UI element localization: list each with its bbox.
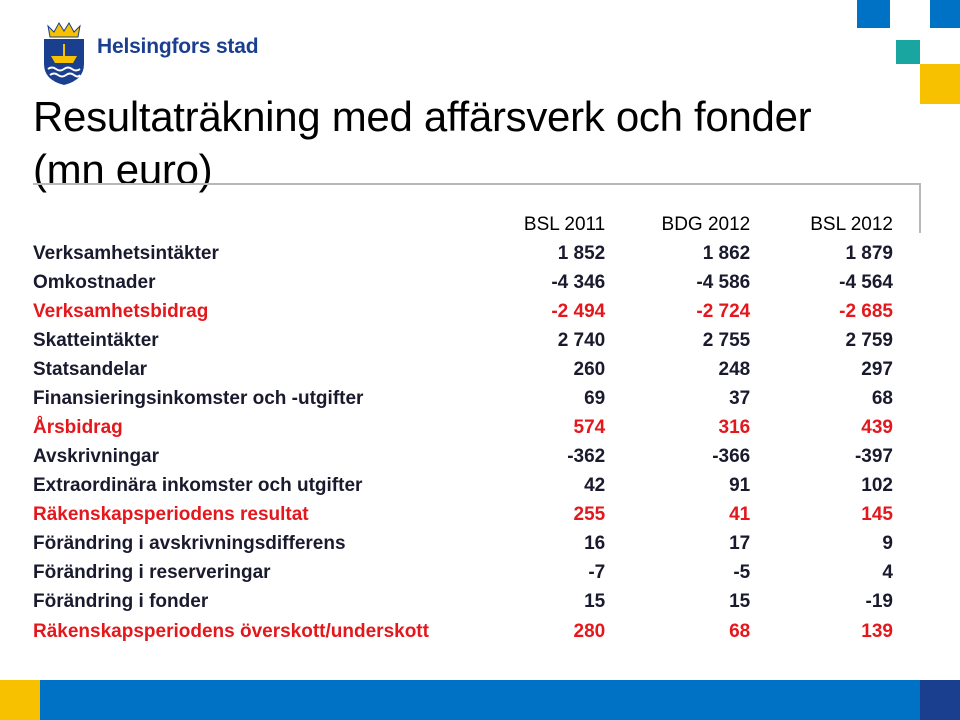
- row-value-2: 297: [861, 358, 893, 380]
- decor-square-teal: [896, 40, 920, 64]
- row-label: Förändring i avskrivningsdifferens: [33, 532, 346, 554]
- table-row: Verksamhetsintäkter 1 852 1 862 1 879: [33, 239, 893, 268]
- brand-name: Helsingfors stad: [97, 35, 259, 58]
- helsinki-coat-of-arms-icon: [40, 20, 88, 86]
- results-table: BSL 2011 BDG 2012 BSL 2012 Verksamhetsin…: [33, 210, 893, 646]
- row-label: Förändring i reserveringar: [33, 561, 271, 583]
- table-row: Förändring i reserveringar -7 -5 4: [33, 558, 893, 587]
- row-value-2: -2 685: [839, 300, 893, 322]
- row-label: Förändring i fonder: [33, 590, 209, 612]
- row-value-0: 280: [573, 621, 606, 642]
- row-value-2: 1 879: [845, 242, 893, 264]
- table-header-row: BSL 2011 BDG 2012 BSL 2012: [33, 210, 893, 239]
- row-label: Verksamhetsintäkter: [33, 242, 219, 264]
- decor-square-yellow: [920, 64, 960, 104]
- row-value-1: -2 724: [696, 300, 751, 322]
- table-row: Omkostnader -4 346 -4 586 -4 564: [33, 268, 893, 297]
- row-value-2: 139: [861, 621, 893, 642]
- table-row: Statsandelar 260 248 297: [33, 355, 893, 384]
- header-bsl-2011: BSL 2011: [523, 213, 606, 235]
- row-value-1: -5: [733, 561, 751, 583]
- row-value-1: -4 586: [696, 271, 751, 293]
- table-row: Förändring i avskrivningsdifferens 16 17 9: [33, 529, 893, 558]
- slide-title: Resultaträkning med affärsverk och fonde…: [33, 93, 812, 193]
- row-value-1: 15: [729, 590, 751, 612]
- table-row: Avskrivningar -362 -366 -397: [33, 442, 893, 471]
- row-value-0: -362: [567, 445, 606, 467]
- row-label: Räkenskapsperiodens resultat: [33, 503, 309, 525]
- row-value-0: 2 740: [557, 329, 606, 351]
- row-value-0: -2 494: [551, 300, 606, 322]
- row-value-0: -7: [588, 561, 606, 583]
- row-value-1: 2 755: [702, 329, 751, 351]
- header-bdg-2012: BDG 2012: [661, 213, 751, 235]
- footer-band-navy: [920, 680, 960, 720]
- row-label: Skatteintäkter: [33, 329, 159, 351]
- table-row: Förändring i fonder 15 15 -19: [33, 587, 893, 616]
- table-row: Årsbidrag 574 316 439: [33, 413, 893, 442]
- row-label: Verksamhetsbidrag: [33, 300, 209, 322]
- row-value-0: 16: [584, 532, 606, 554]
- row-value-1: -366: [712, 445, 751, 467]
- footer-band-yellow: [0, 680, 40, 720]
- row-value-0: 260: [573, 358, 606, 380]
- decor-square-blue: [930, 0, 960, 28]
- header-label-cell: [33, 210, 462, 239]
- row-value-0: 15: [584, 590, 606, 612]
- table-row: Extraordinära inkomster och utgifter 42 91…: [33, 471, 893, 500]
- row-label: Statsandelar: [33, 358, 148, 380]
- row-value-0: 255: [573, 503, 606, 525]
- row-value-2: -19: [865, 590, 893, 612]
- table-row: Verksamhetsbidrag -2 494 -2 724 -2 685: [33, 297, 893, 326]
- row-value-1: 37: [729, 387, 751, 409]
- row-value-0: -4 346: [551, 271, 606, 293]
- row-value-2: 439: [861, 416, 893, 438]
- row-label: Avskrivningar: [33, 445, 160, 467]
- row-value-2: 2 759: [845, 329, 893, 351]
- row-value-2: 102: [861, 474, 893, 496]
- table-row: Räkenskapsperiodens överskott/underskott…: [33, 616, 893, 646]
- row-value-0: 69: [584, 387, 606, 409]
- row-label: Räkenskapsperiodens överskott/underskott: [33, 621, 429, 642]
- row-value-1: 316: [718, 416, 751, 438]
- row-value-2: 4: [882, 561, 893, 583]
- row-value-1: 17: [729, 532, 751, 554]
- title-divider: [33, 183, 921, 185]
- row-value-1: 91: [729, 474, 751, 496]
- row-value-2: -4 564: [839, 271, 893, 293]
- table-row: Skatteintäkter 2 740 2 755 2 759: [33, 326, 893, 355]
- footer-band-blue: [40, 680, 920, 720]
- row-value-0: 1 852: [557, 242, 606, 264]
- decor-square-blue: [857, 0, 890, 28]
- row-value-1: 68: [729, 621, 751, 642]
- row-value-2: 9: [882, 532, 893, 554]
- row-value-1: 41: [729, 503, 751, 525]
- row-value-0: 42: [584, 474, 606, 496]
- row-value-2: 68: [871, 387, 893, 409]
- row-value-2: -397: [854, 445, 893, 467]
- row-value-1: 1 862: [702, 242, 751, 264]
- table-row: Räkenskapsperiodens resultat 255 41 145: [33, 500, 893, 529]
- table-row: Finansieringsinkomster och -utgifter 69 37…: [33, 384, 893, 413]
- row-label: Omkostnader: [33, 271, 156, 293]
- header-bsl-2012: BSL 2012: [810, 213, 893, 235]
- row-value-0: 574: [573, 416, 606, 438]
- row-value-2: 145: [861, 503, 893, 525]
- row-value-1: 248: [718, 358, 751, 380]
- row-label: Årsbidrag: [33, 416, 123, 438]
- row-label: Finansieringsinkomster och -utgifter: [33, 387, 364, 409]
- row-label: Extraordinära inkomster och utgifter: [33, 474, 363, 496]
- title-divider-corner: [919, 183, 921, 233]
